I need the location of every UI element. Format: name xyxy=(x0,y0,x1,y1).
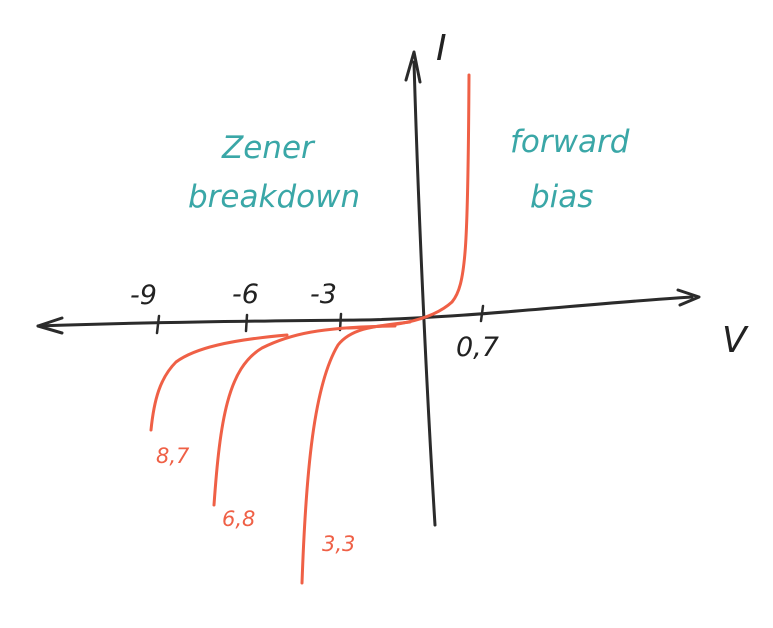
curve-breakdown-3-3 xyxy=(300,320,412,585)
current-axis-arrow xyxy=(404,50,422,84)
current-axis xyxy=(404,50,437,527)
curve-label-6-8: 6,8 xyxy=(222,507,255,531)
region-forward-label: forward bias xyxy=(510,124,630,215)
region-breakdown-line-2: breakdown xyxy=(188,179,360,215)
region-breakdown-label: Zener breakdown xyxy=(188,130,360,215)
voltage-axis xyxy=(36,288,701,335)
tick-mark-0-7 xyxy=(479,304,485,323)
tick-label-0-7: 0,7 xyxy=(456,332,499,363)
curve-label-3-3: 3,3 xyxy=(322,532,355,556)
curve-label-8-7: 8,7 xyxy=(156,444,190,468)
tick-label-minus-6: -6 xyxy=(232,279,259,310)
tick-mark-minus-6 xyxy=(244,313,249,333)
iv-curves xyxy=(149,73,471,585)
curve-forward-bias xyxy=(346,73,471,330)
region-forward-line-2: bias xyxy=(530,179,593,215)
voltage-axis-right-arrow xyxy=(676,288,701,307)
tick-mark-minus-9 xyxy=(155,314,161,335)
region-forward-line-1: forward xyxy=(510,124,630,160)
tick-label-minus-3: -3 xyxy=(310,279,337,310)
voltage-ticks xyxy=(155,304,485,335)
current-axis-line xyxy=(412,60,437,527)
x-axis-label: V xyxy=(722,320,749,361)
voltage-axis-left-arrow xyxy=(36,316,64,335)
region-breakdown-line-1: Zener xyxy=(221,130,316,166)
y-axis-label: I xyxy=(436,28,447,69)
tick-label-minus-9: -9 xyxy=(130,280,157,311)
voltage-axis-line xyxy=(36,295,694,328)
curve-breakdown-6-8 xyxy=(212,324,397,507)
curve-breakdown-8-7 xyxy=(149,333,289,432)
